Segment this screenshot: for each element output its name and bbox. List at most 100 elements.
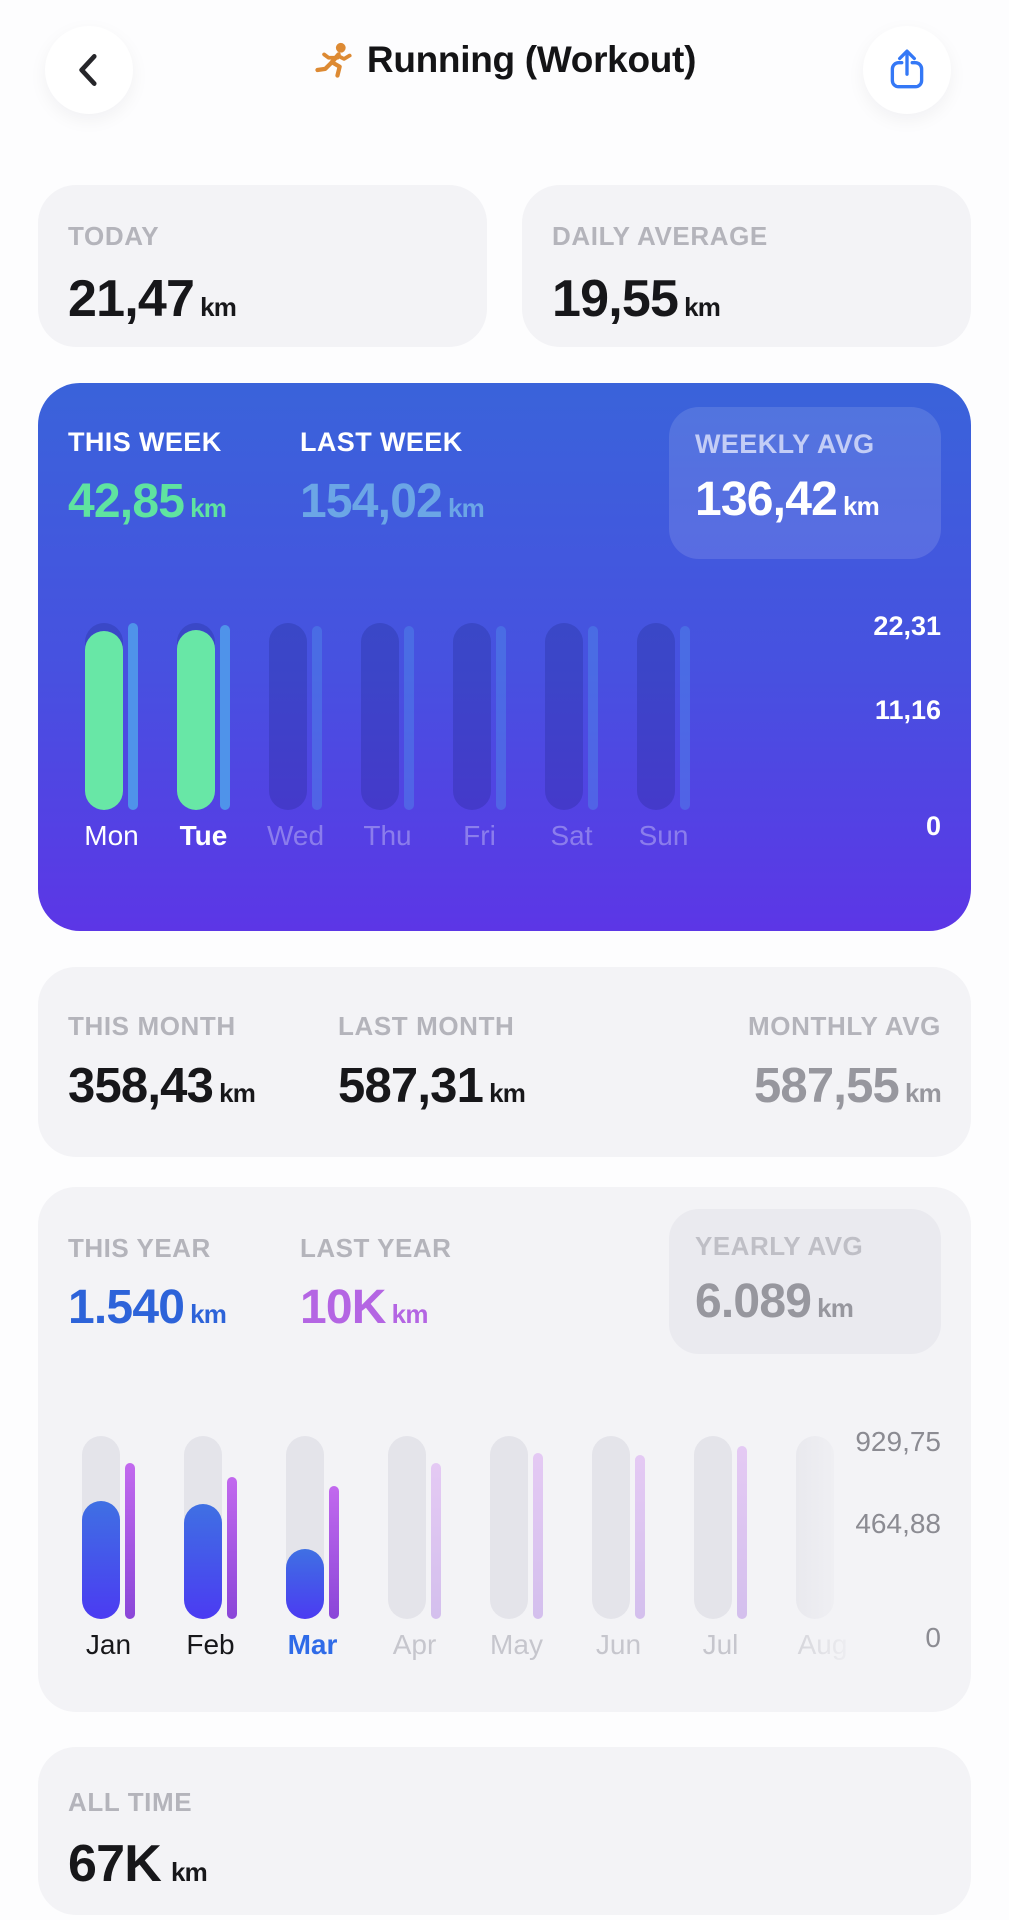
header: Running (Workout) (0, 0, 1009, 130)
last-year-stat: LAST YEAR 10K km (300, 1209, 560, 1335)
yr-thin-bar (431, 1462, 441, 1619)
yr-axis-label-aug: Aug (797, 1629, 848, 1660)
wk-thin-bar (312, 626, 322, 810)
weekly-bar-chart: Mon Tue Wed Thu Fri Sat Sun 22,31 11,16 0 (68, 611, 941, 851)
wk-thin-bar (496, 626, 506, 810)
wk-thin-bar (680, 626, 690, 810)
monthly-avg-stat: MONTHLY AVG 587,55 km (748, 1011, 942, 1114)
yr-bar-group-jan[interactable]: Jan (82, 1436, 135, 1660)
page-title-text: Running (Workout) (366, 39, 697, 80)
this-week-value: 42,85 km (68, 475, 227, 528)
all-time-label: ALL TIME (68, 1787, 193, 1817)
yr-bar-group-mar[interactable]: Mar (286, 1436, 339, 1660)
yearly-avg-card: YEARLY AVG 6.089 km (669, 1209, 941, 1354)
this-week-stat: THIS WEEK 42,85 km (68, 407, 300, 529)
wk-y-tick: 0 (925, 811, 941, 841)
today-label: TODAY (68, 221, 160, 251)
last-month-value: 587,31 km (338, 1059, 526, 1113)
yr-bar-group-jun[interactable]: Jun (592, 1436, 645, 1660)
wk-bar-track (637, 623, 675, 810)
wk-thin-bar (588, 626, 598, 810)
last-month-unit: km (489, 1078, 526, 1108)
last-month-stat: LAST MONTH 587,31 km (338, 1011, 608, 1114)
last-year-value: 10K km (300, 1281, 428, 1334)
wk-bar-group-mon[interactable]: Mon (84, 623, 139, 851)
wk-bar-group-wed[interactable]: Wed (267, 623, 324, 851)
yr-thin-bar (125, 1462, 135, 1619)
wk-bar-group-tue[interactable]: Tue (177, 623, 230, 851)
year-head-row: THIS YEAR 1.540 km LAST YEAR 10K km YEARLY… (68, 1209, 941, 1354)
yearly-avg-value: 6.089 km (695, 1275, 854, 1328)
share-icon (884, 47, 930, 93)
yr-bar-fill (286, 1548, 324, 1619)
last-year-label: LAST YEAR (300, 1233, 452, 1263)
week-head-row: THIS WEEK 42,85 km LAST WEEK 154,02 km WEE… (68, 407, 941, 559)
weekly-avg-card: WEEKLY AVG 136,42 km (669, 407, 941, 559)
daily-stats-row: TODAY 21,47 km DAILY AVERAGE 19,55 km (38, 185, 971, 347)
back-button[interactable] (45, 26, 133, 114)
wk-bar-group-sun[interactable]: Sun (637, 623, 690, 851)
yr-y-tick: 464,88 (855, 1508, 941, 1539)
share-button[interactable] (863, 26, 951, 114)
yr-bar-group-aug[interactable]: Aug (796, 1436, 849, 1660)
all-time-card: ALL TIME 67K km (38, 1747, 971, 1915)
today-value: 21,47 km (68, 270, 237, 328)
yr-axis-label-mar: Mar (287, 1629, 338, 1660)
this-year-value: 1.540 km (68, 1281, 227, 1334)
wk-bar-fill (177, 630, 215, 810)
yr-thin-bar (329, 1485, 339, 1619)
yr-axis-label-feb: Feb (186, 1629, 235, 1660)
wk-thin-bar (220, 625, 230, 810)
yr-axis-label-jun: Jun (595, 1629, 642, 1660)
yr-bar-track (490, 1436, 528, 1619)
wk-bar-group-sat[interactable]: Sat (545, 623, 598, 851)
yr-bar-fill (82, 1500, 120, 1619)
this-month-label: THIS MONTH (68, 1011, 236, 1041)
yr-y-tick: 0 (925, 1622, 941, 1653)
weekly-avg-unit: km (843, 491, 880, 521)
yr-bar-group-apr[interactable]: Apr (388, 1436, 441, 1660)
yr-bar-track (388, 1436, 426, 1619)
yr-thin-bar (227, 1476, 237, 1619)
daily-average-unit: km (684, 292, 721, 322)
monthly-avg-unit: km (905, 1078, 942, 1108)
page-title: Running (Workout) (0, 0, 1009, 120)
yr-thin-bar (533, 1453, 543, 1619)
yr-axis-label-may: May (490, 1629, 543, 1660)
wk-thin-bar (404, 625, 414, 810)
yr-y-tick: 929,75 (855, 1426, 941, 1457)
this-week-label: THIS WEEK (68, 427, 222, 457)
all-time-unit: km (171, 1857, 208, 1887)
this-year-label: THIS YEAR (68, 1233, 211, 1263)
last-week-unit: km (448, 493, 485, 523)
wk-thin-bar (128, 623, 138, 810)
wk-bar-fill (85, 630, 123, 810)
wk-axis-label-sat: Sat (550, 820, 593, 851)
wk-bar-track (545, 623, 583, 810)
wk-bar-group-fri[interactable]: Fri (453, 623, 506, 851)
wk-bar-group-thu[interactable]: Thu (361, 623, 414, 851)
yr-bar-track (592, 1436, 630, 1619)
last-week-value: 154,02 km (300, 475, 485, 528)
yr-thin-bar (635, 1455, 645, 1619)
this-week-unit: km (190, 493, 227, 523)
wk-y-tick: 22,31 (873, 611, 941, 641)
yr-thin-bar (737, 1446, 747, 1619)
monthly-avg-label: MONTHLY AVG (748, 1011, 941, 1041)
yr-axis-label-jul: Jul (702, 1629, 739, 1660)
last-week-label: LAST WEEK (300, 427, 463, 457)
weekly-avg-value: 136,42 km (695, 473, 880, 526)
month-card: THIS MONTH 358,43 km LAST MONTH 587,31 km … (38, 967, 971, 1157)
this-month-unit: km (219, 1078, 256, 1108)
today-card: TODAY 21,47 km (38, 185, 487, 347)
wk-axis-label-mon: Mon (84, 820, 139, 851)
yr-bar-group-jul[interactable]: Jul (694, 1436, 747, 1660)
last-week-stat: LAST WEEK 154,02 km (300, 407, 560, 529)
today-unit: km (200, 292, 237, 322)
yr-bar-group-may[interactable]: May (490, 1436, 543, 1660)
wk-bar-track (453, 623, 491, 810)
chevron-left-icon (66, 47, 112, 93)
this-year-stat: THIS YEAR 1.540 km (68, 1209, 300, 1335)
yr-bar-group-feb[interactable]: Feb (184, 1436, 237, 1660)
